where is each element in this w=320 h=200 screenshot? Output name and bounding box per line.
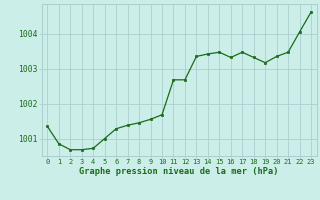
X-axis label: Graphe pression niveau de la mer (hPa): Graphe pression niveau de la mer (hPa) — [79, 167, 279, 176]
